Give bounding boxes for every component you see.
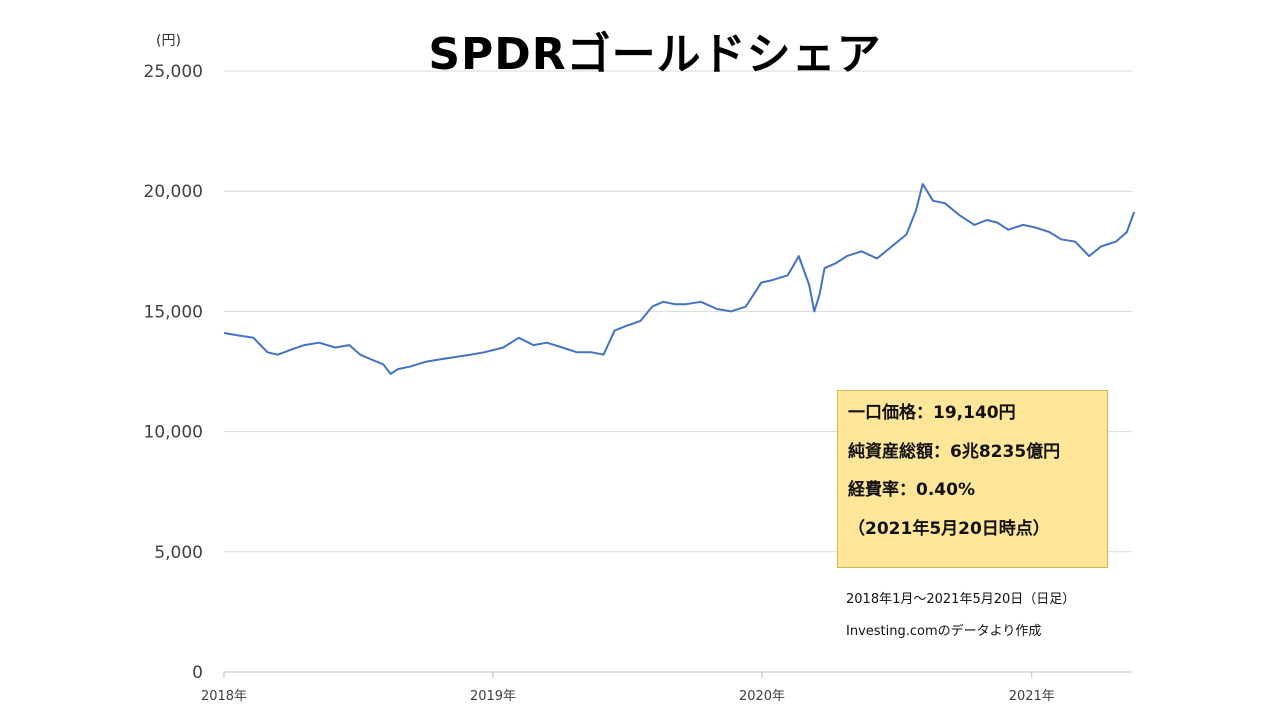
info-as-of-date: （2021年5月20日時点） [848,518,1050,539]
y-tick-label: 20,000 [144,182,203,202]
note-source: Investing.comのデータより作成 [846,624,1042,639]
x-tick-label: 2019年 [470,689,516,704]
x-axis-tick-labels: 2018年 2019年 2020年 2021年 [201,672,1055,704]
x-tick-label: 2021年 [1009,689,1055,704]
y-axis-tick-labels: 0 5,000 10,000 15,000 20,000 25,000 [144,62,203,683]
x-tick-label: 2020年 [739,689,785,704]
chart-title: SPDRゴールドシェア [428,29,882,80]
y-axis-unit-label: (円) [156,33,181,49]
y-tick-label: 10,000 [144,423,203,443]
series-line [223,183,1136,375]
y-tick-label: 25,000 [144,62,203,82]
x-tick-label: 2018年 [201,689,247,704]
info-net-assets: 純資産総額：6兆8235億円 [848,441,1061,462]
info-box: 一口価格：19,140円 純資産総額：6兆8235億円 経費率：0.40% （2… [837,390,1108,568]
y-tick-label: 15,000 [144,302,203,322]
info-price: 一口価格：19,140円 [848,403,1016,423]
series-layer [223,183,1136,375]
note-period: 2018年1月～2021年5月20日（日足） [846,592,1076,607]
y-tick-label: 0 [192,663,203,683]
info-expense-ratio: 経費率：0.40% [848,480,975,500]
y-tick-label: 5,000 [154,543,203,563]
gridlines [224,70,1132,673]
